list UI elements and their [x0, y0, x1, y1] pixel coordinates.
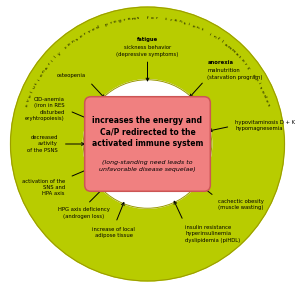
- Text: o: o: [113, 20, 117, 24]
- Text: n: n: [195, 26, 199, 30]
- Text: o: o: [151, 16, 154, 20]
- Text: p: p: [104, 22, 108, 27]
- Text: d: d: [262, 94, 267, 98]
- Text: s: s: [75, 37, 79, 41]
- Text: v: v: [27, 98, 31, 103]
- Text: f: f: [216, 37, 220, 41]
- Text: n: n: [42, 69, 46, 74]
- Text: malnutrition: malnutrition: [207, 68, 240, 73]
- Text: a: a: [234, 52, 238, 56]
- Circle shape: [83, 80, 212, 208]
- Text: decreased
avtivity
of the PSNS: decreased avtivity of the PSNS: [27, 135, 58, 153]
- Text: hypovitaminosis D + K2
hypomagnesemia: hypovitaminosis D + K2 hypomagnesemia: [235, 120, 295, 131]
- Text: HPG axis deficiency
(androgen loss): HPG axis deficiency (androgen loss): [58, 207, 110, 219]
- Text: o: o: [67, 42, 72, 47]
- Text: f: f: [147, 16, 148, 20]
- Text: i: i: [188, 22, 190, 27]
- Text: anorexia: anorexia: [207, 60, 233, 65]
- Circle shape: [11, 7, 284, 281]
- Text: (starvation program): (starvation program): [207, 75, 263, 80]
- Text: fatigue: fatigue: [137, 37, 158, 42]
- Text: y: y: [57, 52, 61, 56]
- Text: n: n: [178, 20, 182, 24]
- Text: c: c: [64, 45, 68, 50]
- Text: a: a: [127, 17, 130, 21]
- Text: r: r: [170, 18, 172, 22]
- Text: sickness behavior: sickness behavior: [124, 45, 171, 50]
- Text: e: e: [79, 34, 83, 39]
- Text: CID-anemia
(iron in RES
disturbed
eryhtropoiesis): CID-anemia (iron in RES disturbed eryhtr…: [25, 97, 65, 121]
- Text: v: v: [87, 30, 91, 34]
- Text: o: o: [39, 73, 44, 78]
- Text: osteopenia: osteopenia: [57, 73, 86, 78]
- Text: t: t: [35, 82, 39, 85]
- Text: e: e: [25, 103, 30, 107]
- Text: s: s: [183, 21, 186, 25]
- Text: p: p: [254, 77, 258, 82]
- Text: i: i: [256, 82, 260, 85]
- Text: l: l: [54, 55, 58, 59]
- Text: t: t: [200, 28, 203, 32]
- Text: e: e: [251, 73, 256, 78]
- Text: increases the energy and
Ca/P redirected to the
activated immune system: increases the energy and Ca/P redirected…: [92, 116, 203, 148]
- FancyBboxPatch shape: [85, 97, 210, 191]
- Text: r: r: [156, 16, 158, 20]
- Text: i: i: [37, 78, 41, 81]
- Text: i: i: [51, 59, 55, 62]
- Text: i: i: [209, 32, 212, 36]
- Text: t: t: [165, 17, 167, 21]
- Text: (depressive symptoms): (depressive symptoms): [116, 52, 179, 57]
- Text: cachectic obesity
(muscle wasting): cachectic obesity (muscle wasting): [218, 199, 264, 211]
- Text: a: a: [173, 18, 177, 23]
- Text: s: s: [137, 16, 140, 20]
- Text: g: g: [118, 18, 122, 23]
- Text: t: t: [237, 55, 241, 59]
- Text: a: a: [44, 66, 49, 70]
- Text: m: m: [230, 48, 235, 54]
- Text: s: s: [266, 103, 270, 107]
- Text: activation of the
SNS and
HPA axis: activation of the SNS and HPA axis: [22, 179, 65, 196]
- Text: r: r: [123, 18, 125, 22]
- Text: r: r: [243, 62, 248, 66]
- Text: l: l: [220, 40, 223, 44]
- Text: e: e: [91, 27, 95, 32]
- Text: e: e: [264, 98, 268, 103]
- Text: m: m: [226, 45, 232, 50]
- Text: r: r: [47, 62, 52, 66]
- Text: o: o: [240, 58, 245, 63]
- Text: s: s: [258, 86, 263, 90]
- Text: l: l: [30, 90, 35, 93]
- Text: n: n: [212, 34, 216, 39]
- Text: increase of local
adipose tissue: increase of local adipose tissue: [92, 227, 135, 238]
- Text: y: y: [246, 66, 251, 70]
- Text: (long-standing need leads to
unfavorable disease sequelae): (long-standing need leads to unfavorable…: [99, 160, 196, 172]
- Text: e: e: [191, 24, 195, 29]
- Text: u: u: [32, 86, 37, 90]
- Text: m: m: [131, 16, 136, 21]
- Text: o: o: [28, 94, 33, 98]
- Text: a: a: [223, 42, 228, 47]
- Text: d: d: [95, 26, 100, 30]
- Text: o: o: [260, 90, 265, 94]
- Text: r: r: [109, 21, 112, 25]
- Text: insulin resistance
hyperinsulinemia
dyslipidemia (piHDL): insulin resistance hyperinsulinemia dysl…: [185, 225, 241, 243]
- Text: n: n: [71, 39, 76, 44]
- Text: r: r: [83, 32, 87, 36]
